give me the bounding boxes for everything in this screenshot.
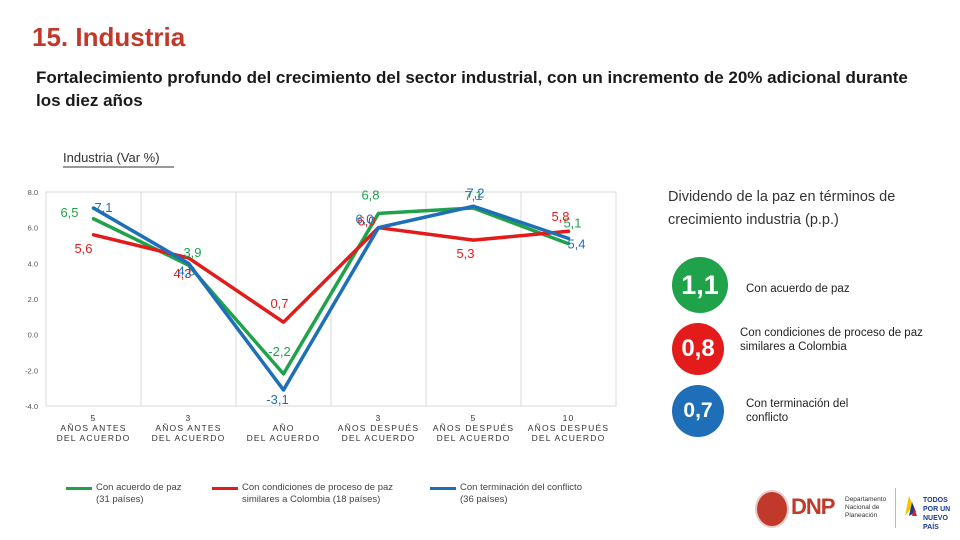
legend-label-terminacion: Con terminación del conflicto (36 países)	[460, 482, 582, 505]
series-line-0	[91, 206, 571, 376]
data-label: 7,1	[94, 200, 112, 215]
data-label: 6,5	[60, 205, 78, 220]
dividend-circle-condiciones: 0,8	[672, 323, 724, 375]
dividend-label-acuerdo: Con acuerdo de paz	[746, 283, 850, 295]
data-label: -2,2	[268, 344, 290, 359]
legend-label-acuerdo: Con acuerdo de paz (31 países)	[96, 482, 182, 505]
x-tick-label: 5	[91, 413, 97, 423]
data-label: 6,0	[355, 212, 373, 227]
legend-label-condiciones: Con condiciones de proceso de paz similar…	[242, 482, 394, 505]
dividend-label-terminacion: Con terminación del conflicto	[746, 398, 849, 424]
legend-swatch-acuerdo	[66, 487, 92, 490]
x-tick-label: DEL ACUERDO	[532, 433, 606, 443]
data-label: 5,1	[563, 216, 581, 231]
dividend-title: Dividendo de la paz en términos de creci…	[668, 189, 896, 228]
dnp-logo: DNP	[791, 494, 835, 519]
y-tick-label: 0.0	[28, 331, 38, 340]
dividend-circle-acuerdo: 1,1	[672, 257, 728, 313]
colombia-flag-icon	[905, 496, 917, 516]
x-tick-label: AÑOS ANTES	[155, 423, 221, 433]
y-tick-label: -2.0	[25, 366, 38, 375]
x-tick-label: AÑO	[272, 423, 294, 433]
data-label: 7,2	[466, 185, 484, 200]
y-tick-label: 4.0	[28, 259, 38, 268]
data-label: 5,3	[456, 246, 474, 261]
x-tick-label: AÑOS DESPUÉS	[528, 423, 609, 433]
legend-swatch-terminacion	[430, 487, 456, 490]
y-tick-label: 6.0	[28, 224, 38, 233]
y-tick-label: 8.0	[28, 188, 38, 197]
x-tick-label: DEL ACUERDO	[247, 433, 321, 443]
dividend-circle-terminacion: 0,7	[672, 385, 724, 437]
data-label: 7,1	[464, 188, 482, 203]
data-label: 5,8	[551, 209, 569, 224]
y-tick-label: 2.0	[28, 295, 38, 304]
x-tick-label: DEL ACUERDO	[342, 433, 416, 443]
x-tick-label: 5	[471, 413, 477, 423]
x-tick-label: DEL ACUERDO	[152, 433, 226, 443]
data-label: 6,8	[361, 187, 379, 202]
data-label: 4,0	[177, 263, 195, 278]
x-tick-label: DEL ACUERDO	[57, 433, 131, 443]
x-tick-label: AÑOS ANTES	[60, 423, 126, 433]
legend-swatch-condiciones	[212, 487, 238, 490]
y-tick-label: -4.0	[25, 402, 38, 411]
data-label: 3,9	[183, 245, 201, 260]
dnp-logo-subtitle: Departamento Nacional de Planeación	[845, 496, 887, 519]
page-title: 15. Industria	[32, 22, 186, 52]
x-tick-label: 10	[563, 413, 575, 423]
x-tick-label: AÑOS DESPUÉS	[338, 423, 419, 433]
data-label: -3,1	[266, 392, 288, 407]
dividend-label-condiciones: Con condiciones de proceso de paz simila…	[740, 327, 923, 353]
series-line-2	[91, 204, 571, 392]
page-subtitle: Fortalecimiento profundo del crecimiento…	[36, 68, 908, 110]
logo-divider	[895, 488, 896, 528]
x-tick-label: DEL ACUERDO	[437, 433, 511, 443]
data-label: 5,4	[567, 236, 585, 251]
data-label: 4,3	[173, 266, 191, 281]
colombia-shield-icon	[755, 490, 789, 528]
data-label: 0,7	[270, 296, 288, 311]
chart-title: Industria (Var %)	[63, 150, 174, 168]
x-tick-label: 3	[186, 413, 192, 423]
todos-por-un-nuevo-pais-logo: TODOS POR UN NUEVO PAÍS	[923, 497, 951, 531]
data-label: 6,0	[357, 214, 375, 229]
footer-logos: DNP Departamento Nacional de Planeación …	[755, 486, 955, 531]
x-tick-label: AÑOS DESPUÉS	[433, 423, 514, 433]
x-tick-label: 3	[376, 413, 382, 423]
data-label: 5,6	[74, 241, 92, 256]
